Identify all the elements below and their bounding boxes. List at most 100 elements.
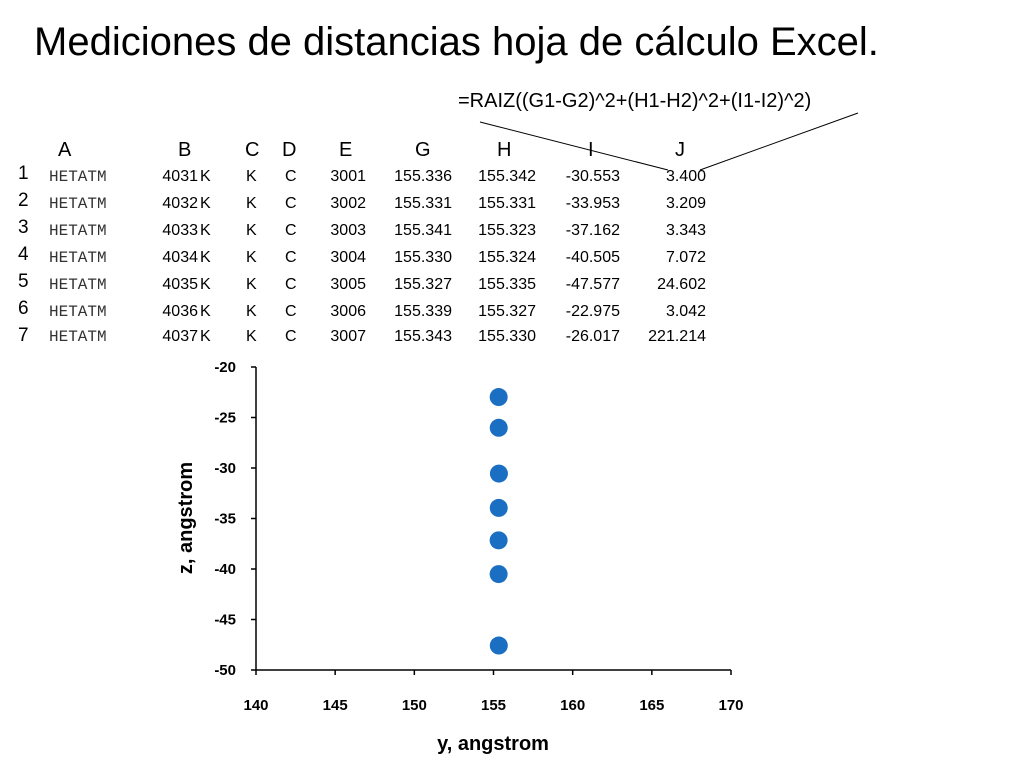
cell-d: C bbox=[285, 249, 297, 266]
scatter-point bbox=[489, 464, 508, 483]
scatter-point bbox=[489, 565, 508, 584]
cell-e: 3006 bbox=[330, 303, 366, 320]
cell-b-suffix: K bbox=[200, 328, 211, 345]
cell-j: 3.343 bbox=[665, 222, 706, 239]
cell-i: -40.505 bbox=[565, 249, 620, 266]
y-axis-label: z, angstrom bbox=[175, 462, 197, 574]
cell-h: 155.324 bbox=[478, 249, 536, 266]
scatter-point bbox=[489, 636, 508, 655]
cell-b: 4035 bbox=[162, 276, 198, 293]
cell-i: -30.553 bbox=[565, 168, 620, 185]
cell-b-suffix: K bbox=[200, 195, 211, 212]
cell-g: 155.341 bbox=[394, 222, 452, 239]
row-number: 1 bbox=[18, 163, 29, 184]
row-number: 2 bbox=[18, 190, 29, 211]
cell-h: 155.331 bbox=[478, 195, 536, 212]
x-axis-label: y, angstrom bbox=[437, 733, 549, 755]
row-number: 7 bbox=[18, 325, 29, 346]
cell-d: C bbox=[285, 195, 297, 212]
y-tick-label: -50 bbox=[214, 662, 236, 679]
cell-a: HETATM bbox=[49, 222, 107, 240]
cell-b-suffix: K bbox=[200, 222, 211, 239]
cell-b: 4031 bbox=[162, 168, 198, 185]
cell-e: 3007 bbox=[330, 328, 366, 345]
x-tick-label: 150 bbox=[402, 697, 427, 714]
cell-e: 3004 bbox=[330, 249, 366, 266]
cell-h: 155.342 bbox=[478, 168, 536, 185]
column-header-h: H bbox=[497, 139, 512, 161]
column-header-d: D bbox=[282, 139, 297, 161]
cell-g: 155.336 bbox=[394, 168, 452, 185]
column-header-b: B bbox=[178, 139, 192, 161]
cell-d: C bbox=[285, 276, 297, 293]
scatter-point bbox=[489, 418, 508, 437]
column-header-i: I bbox=[588, 139, 594, 161]
cell-g: 155.339 bbox=[394, 303, 452, 320]
y-tick-label: -35 bbox=[214, 511, 236, 528]
x-tick-label: 145 bbox=[323, 697, 348, 714]
cell-j: 7.072 bbox=[665, 249, 706, 266]
cell-e: 3003 bbox=[330, 222, 366, 239]
distance-formula: =RAIZ((G1-G2)^2+(H1-H2)^2+(I1-I2)^2) bbox=[458, 90, 812, 112]
cell-b: 4034 bbox=[162, 249, 198, 266]
cell-a: HETATM bbox=[49, 328, 107, 346]
row-number: 3 bbox=[18, 217, 29, 238]
cell-g: 155.331 bbox=[394, 195, 452, 212]
cell-b: 4032 bbox=[162, 195, 198, 212]
cell-e: 3002 bbox=[330, 195, 366, 212]
cell-a: HETATM bbox=[49, 168, 107, 186]
scatter-point bbox=[489, 388, 508, 407]
x-tick-label: 165 bbox=[639, 697, 664, 714]
cell-a: HETATM bbox=[49, 276, 107, 294]
y-tick-label: -40 bbox=[214, 561, 236, 578]
cell-b-suffix: K bbox=[200, 168, 211, 185]
cell-a: HETATM bbox=[49, 303, 107, 321]
y-tick-label: -25 bbox=[214, 410, 236, 427]
cell-b: 4036 bbox=[162, 303, 198, 320]
cell-c: K bbox=[246, 276, 257, 293]
cell-d: C bbox=[285, 328, 297, 345]
cell-a: HETATM bbox=[49, 249, 107, 267]
cell-j: 3.042 bbox=[665, 303, 706, 320]
x-tick-label: 170 bbox=[718, 697, 743, 714]
cell-d: C bbox=[285, 222, 297, 239]
cell-e: 3005 bbox=[330, 276, 366, 293]
x-axis-ticks: 140 145 150 155 160 165 170 bbox=[243, 670, 744, 714]
cell-c: K bbox=[246, 168, 257, 185]
cell-i: -22.975 bbox=[565, 303, 620, 320]
scatter-point bbox=[489, 531, 508, 550]
column-header-j: J bbox=[675, 139, 685, 161]
cell-g: 155.343 bbox=[394, 328, 452, 345]
cell-c: K bbox=[246, 328, 257, 345]
cell-b-suffix: K bbox=[200, 303, 211, 320]
cell-c: K bbox=[246, 249, 257, 266]
cell-j: 24.602 bbox=[657, 276, 706, 293]
cell-h: 155.330 bbox=[478, 328, 536, 345]
cell-h: 155.335 bbox=[478, 276, 536, 293]
column-header-a: A bbox=[58, 139, 72, 161]
row-number: 5 bbox=[18, 271, 29, 292]
cell-c: K bbox=[246, 222, 257, 239]
cell-d: C bbox=[285, 168, 297, 185]
row-number: 4 bbox=[18, 244, 29, 265]
cell-h: 155.323 bbox=[478, 222, 536, 239]
y-axis-ticks: -20 -25 -30 -35 -40 -45 -50 bbox=[214, 359, 256, 679]
cell-c: K bbox=[246, 303, 257, 320]
cell-b: 4037 bbox=[162, 328, 198, 345]
cell-j: 221.214 bbox=[648, 328, 706, 345]
column-header-e: E bbox=[339, 139, 353, 161]
cell-i: -47.577 bbox=[565, 276, 620, 293]
y-tick-label: -20 bbox=[214, 359, 236, 376]
x-tick-label: 155 bbox=[481, 697, 506, 714]
cell-a: HETATM bbox=[49, 195, 107, 213]
cell-g: 155.330 bbox=[394, 249, 452, 266]
data-points bbox=[489, 388, 508, 655]
cell-i: -26.017 bbox=[565, 328, 620, 345]
cell-j: 3.209 bbox=[665, 195, 706, 212]
y-tick-label: -30 bbox=[214, 460, 236, 477]
cell-i: -33.953 bbox=[565, 195, 620, 212]
cell-b-suffix: K bbox=[200, 276, 211, 293]
cell-b: 4033 bbox=[162, 222, 198, 239]
y-tick-label: -45 bbox=[214, 612, 236, 629]
